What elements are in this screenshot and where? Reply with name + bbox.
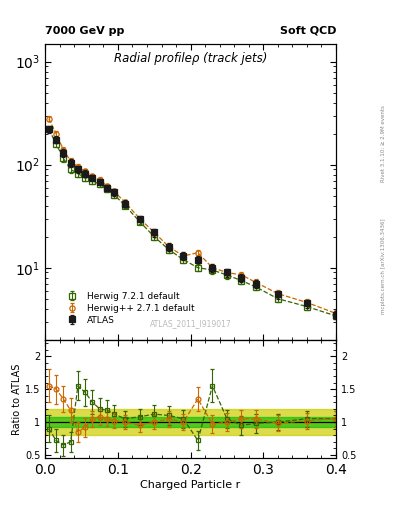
Bar: [45, 417, 336, 428]
Y-axis label: Ratio to ATLAS: Ratio to ATLAS: [12, 364, 22, 435]
Text: mcplots.cern.ch [arXiv:1306.3436]: mcplots.cern.ch [arXiv:1306.3436]: [381, 219, 386, 314]
Text: ATLAS_2011_I919017: ATLAS_2011_I919017: [150, 319, 231, 328]
Text: Radial profileρ (track jets): Radial profileρ (track jets): [114, 52, 267, 66]
Bar: [45, 409, 336, 435]
Text: Rivet 3.1.10; ≥ 2.9M events: Rivet 3.1.10; ≥ 2.9M events: [381, 105, 386, 182]
X-axis label: Charged Particle r: Charged Particle r: [140, 480, 241, 490]
Legend: Herwig 7.2.1 default, Herwig++ 2.7.1 default, ATLAS: Herwig 7.2.1 default, Herwig++ 2.7.1 def…: [59, 290, 197, 326]
Text: Soft QCD: Soft QCD: [279, 26, 336, 36]
Text: 7000 GeV pp: 7000 GeV pp: [45, 26, 125, 36]
